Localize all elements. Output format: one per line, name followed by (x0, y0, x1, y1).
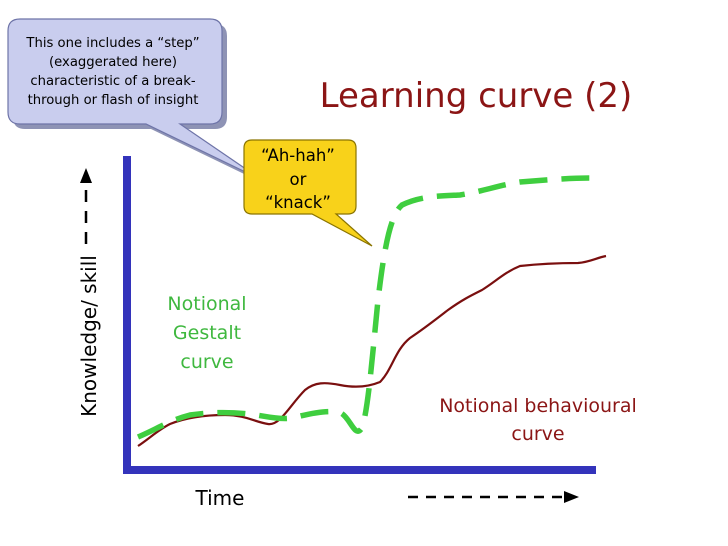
gestalt-curve (136, 175, 591, 440)
slide-title: Learning curve (2) (320, 76, 633, 116)
dashed-right-arrow-icon (408, 491, 579, 503)
callout-line-3: characteristic of a break- (30, 74, 195, 89)
callout-line-1: This one includes a “step” (25, 36, 199, 51)
callout-line-2: (exaggerated here) (49, 55, 177, 70)
behavioural-label-line-1: Notional behavioural (439, 395, 637, 417)
insight-callout-box (7, 18, 263, 181)
callout-line-4: through or flash of insight (28, 93, 199, 108)
gestalt-label-line-2: Gestalt (173, 322, 241, 344)
y-axis-label: Knowledge/ skill (77, 255, 101, 417)
behavioural-label-line-2: curve (511, 423, 564, 445)
ah-hah-bubble: “Ah-hah” or “knack” (243, 139, 373, 247)
dashed-up-arrow-icon (80, 168, 92, 244)
bubble-line-3: “knack” (265, 193, 331, 212)
bubble-line-2: or (290, 170, 307, 189)
ah-hah-bubble-box (243, 139, 373, 247)
x-axis-label: Time (195, 486, 245, 510)
bubble-line-1: “Ah-hah” (261, 146, 335, 165)
gestalt-label-line-3: curve (180, 351, 233, 373)
gestalt-label-line-1: Notional (167, 293, 246, 315)
insight-callout: This one includes a “step” (exaggerated … (7, 18, 267, 185)
